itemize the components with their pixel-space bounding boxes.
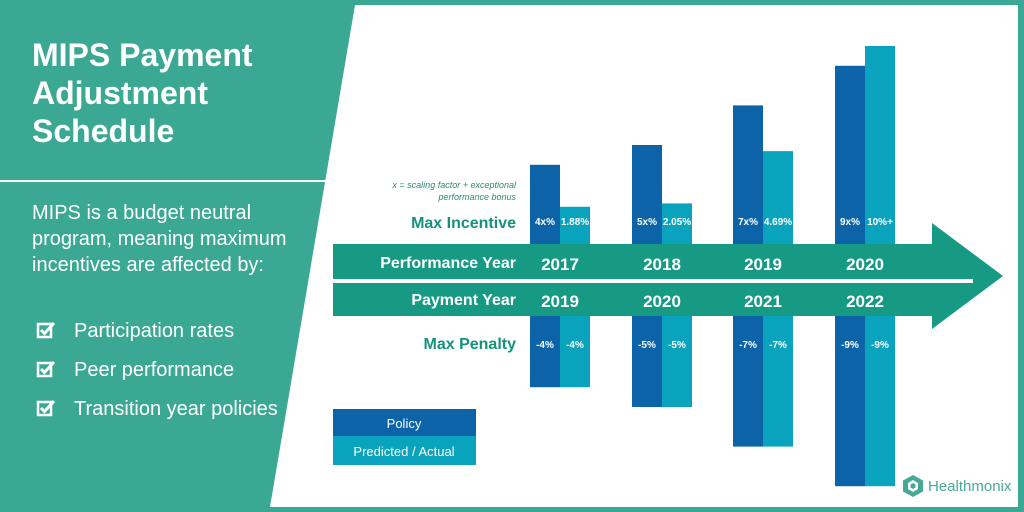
incentive-bar	[530, 164, 560, 244]
incentive-bar	[632, 145, 662, 244]
penalty-data-label: -4%	[566, 340, 584, 351]
title-line: Adjustment	[32, 75, 208, 111]
page-title: MIPS Payment Adjustment Schedule	[32, 36, 322, 150]
penalty-bar	[530, 306, 560, 388]
left-panel: MIPS Payment Adjustment Schedule MIPS is…	[0, 0, 350, 512]
penalty-bar	[865, 306, 895, 487]
performance-year-label: 2019	[744, 255, 782, 274]
penalty-data-label: -9%	[871, 340, 889, 351]
brand-logo: Healthmonix	[902, 474, 1011, 498]
title-line: Schedule	[32, 113, 175, 149]
penalty-bar	[632, 306, 662, 407]
penalty-data-label: -7%	[769, 340, 787, 351]
penalty-bar	[560, 306, 590, 388]
penalty-data-label: -5%	[668, 340, 686, 351]
legend-label: Predicted / Actual	[353, 444, 454, 459]
payment-year-label: 2021	[744, 292, 782, 311]
incentive-bar	[662, 203, 692, 244]
legend: Policy Predicted / Actual	[333, 409, 476, 465]
checkbox-checked-icon	[36, 321, 56, 339]
legend-swatch-predicted	[333, 436, 476, 465]
labels-group: 4x% -4% 1.88% -4% 2017 2019 5x% -5% 2.05% -5% 2018…	[380, 180, 893, 353]
incentive-data-label: 4x%	[535, 217, 555, 228]
penalty-bar	[763, 306, 793, 447]
incentive-data-label: 2.05%	[663, 217, 691, 228]
bullet-text: Peer performance	[74, 359, 235, 381]
bullet-text: Participation rates	[74, 320, 235, 342]
incentive-data-label: 1.88%	[561, 217, 589, 228]
title-line: MIPS Payment	[32, 37, 253, 73]
checkbox-checked-icon	[36, 360, 56, 378]
factor-list: Participation rates Peer performance Tra…	[36, 318, 336, 435]
scaling-note: x = scaling factor + exceptional	[391, 180, 517, 190]
payment-year-label: 2022	[846, 292, 884, 311]
max-incentive-label: Max Incentive	[411, 215, 516, 232]
performance-year-row-label: Performance Year	[380, 255, 516, 272]
performance-year-arrow	[333, 223, 1003, 329]
penalty-bar	[835, 306, 865, 487]
performance-year-label: 2017	[541, 255, 579, 274]
incentive-data-label: 7x%	[738, 217, 758, 228]
bullet-text: Transition year policies	[74, 398, 278, 420]
performance-year-label: 2020	[846, 255, 884, 274]
incentive-bar	[865, 46, 895, 244]
penalty-data-label: -4%	[536, 340, 554, 351]
brand-name: Healthmonix	[928, 477, 1012, 495]
incentive-data-label: 4.69%	[764, 217, 792, 228]
incentive-bar	[835, 65, 865, 244]
checkbox-checked-icon	[36, 399, 56, 417]
list-item: Peer performance	[36, 357, 336, 383]
incentive-bar	[560, 206, 590, 244]
scaling-note: performance bonus	[437, 192, 516, 202]
penalty-bar	[733, 306, 763, 447]
legend-label: Policy	[387, 416, 422, 431]
penalty-bar	[662, 306, 692, 407]
description-text: MIPS is a budget neutral program, meanin…	[32, 202, 287, 276]
incentive-bar	[733, 105, 763, 245]
max-penalty-label: Max Penalty	[424, 336, 517, 353]
payment-year-label: 2019	[541, 292, 579, 311]
performance-year-label: 2018	[643, 255, 681, 274]
title-divider	[0, 180, 346, 182]
list-item: Transition year policies	[36, 396, 336, 422]
hexagon-logo-icon	[903, 475, 923, 497]
bars-group	[530, 46, 895, 487]
incentive-data-label: 5x%	[637, 217, 657, 228]
penalty-data-label: -5%	[638, 340, 656, 351]
arrow-separator	[333, 279, 973, 283]
legend-swatch-policy	[333, 409, 476, 436]
payment-year-row-label: Payment Year	[411, 292, 516, 309]
list-item: Participation rates	[36, 318, 336, 344]
payment-year-label: 2020	[643, 292, 681, 311]
incentive-bar	[763, 151, 793, 244]
penalty-data-label: -7%	[739, 340, 757, 351]
incentive-data-label: 10%+	[867, 217, 893, 228]
incentive-data-label: 9x%	[840, 217, 860, 228]
penalty-data-label: -9%	[841, 340, 859, 351]
